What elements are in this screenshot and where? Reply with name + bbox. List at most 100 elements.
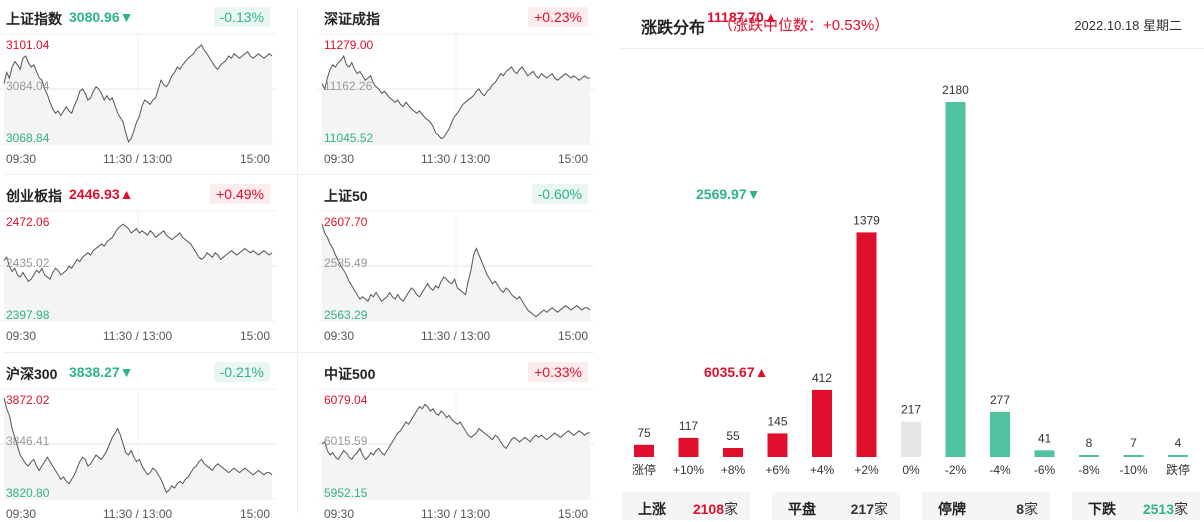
intraday-line-chart <box>318 33 594 145</box>
row-divider <box>4 352 594 353</box>
chart-high-label: 2607.70 <box>324 215 368 229</box>
chart-low-label: 3820.80 <box>6 486 50 500</box>
bar-value-label: 75 <box>637 426 651 440</box>
index-panel[interactable]: 沪深300 3838.27▼ -0.21% 3872.02 3846.41 3820.80… <box>0 355 276 522</box>
arrow-up-icon: ▲ <box>754 364 769 380</box>
category-label: -10% <box>1119 463 1147 477</box>
index-panel[interactable]: 创业板指 2446.93▲ +0.49% 2472.06 2435.02 2397.98 0… <box>0 177 276 349</box>
category-label: +2% <box>854 463 879 477</box>
time-end-label: 15:00 <box>557 152 588 166</box>
category-label: -8% <box>1078 463 1100 477</box>
chart-low-label: 2563.29 <box>324 308 368 322</box>
chart-mid-label: 11162.26 <box>324 79 373 93</box>
intraday-line-chart <box>0 388 276 500</box>
price-area <box>322 56 590 144</box>
category-label: 跌停 <box>1166 462 1190 477</box>
category-label: 涨停 <box>632 462 656 477</box>
stat-label: 平盘 <box>788 501 816 517</box>
chart-mid-label: 3084.04 <box>6 79 50 93</box>
category-label: -6% <box>1034 463 1056 477</box>
price-line <box>3 397 273 494</box>
bar <box>634 444 654 457</box>
index-name: 沪深300 <box>6 366 58 382</box>
chart-high-label: 3101.04 <box>6 38 50 52</box>
index-panel[interactable]: 深证成指 11187.70▲ +0.23% 11279.00 11162.26 11045… <box>318 0 778 172</box>
index-value-number: 6035.67 <box>704 364 755 380</box>
bar-value-label: 412 <box>812 371 832 385</box>
stat-item: 停牌 8家 <box>922 492 1050 520</box>
bar-value-label: 55 <box>726 429 740 443</box>
stat-count: 8 <box>1016 501 1024 517</box>
stat-unit: 家 <box>724 501 738 517</box>
stat-label: 停牌 <box>938 501 966 517</box>
chart-high-label: 2472.06 <box>6 215 50 229</box>
bar-value-label: 1379 <box>853 213 880 227</box>
time-end-label: 15:00 <box>239 152 270 166</box>
bar-value-label: 217 <box>901 403 921 417</box>
index-change-badge: +0.49% <box>210 184 270 204</box>
price-line <box>321 403 590 461</box>
bar-value-label: 4 <box>1175 436 1182 450</box>
time-midday-label: 11:30 / 13:00 <box>421 152 491 166</box>
stat-count: 2108 <box>692 501 724 517</box>
index-value-number: 3838.27 <box>69 364 120 380</box>
stat-item: 上涨 2108家 <box>622 492 750 520</box>
index-change-badge: -0.60% <box>531 184 588 204</box>
arrow-down-icon: ▼ <box>746 186 761 202</box>
bar-value-label: 117 <box>679 419 698 433</box>
bar <box>812 389 832 457</box>
stat-value: 8家 <box>1016 499 1038 519</box>
row-divider <box>4 174 594 175</box>
arrow-down-icon: ▼ <box>119 364 134 380</box>
time-midday-label: 11:30 / 13:00 <box>421 507 491 521</box>
arrow-down-icon: ▼ <box>119 9 134 25</box>
bar <box>723 448 743 457</box>
chart-mid-label: 2585.49 <box>324 256 368 270</box>
bar-value-label: 277 <box>990 393 1010 407</box>
index-value: 2569.97▼ <box>696 186 760 202</box>
stat-item: 平盘 217家 <box>772 492 900 520</box>
index-change-badge: +0.33% <box>528 362 588 382</box>
index-name: 深证成指 <box>324 11 380 27</box>
chart-low-label: 2397.98 <box>6 308 50 322</box>
header-divider <box>620 48 1204 49</box>
index-panel[interactable]: 上证指数 3080.96▼ -0.13% 3101.04 3084.04 3068.84 0… <box>0 0 276 172</box>
stat-value: 217家 <box>851 499 888 519</box>
stat-label: 下跌 <box>1088 501 1116 517</box>
index-value: 2446.93▲ <box>69 186 133 202</box>
column-divider <box>297 8 298 513</box>
distribution-title: 涨跌分布 <box>641 20 706 37</box>
stat-item: 下跌 2513家 <box>1072 492 1200 520</box>
category-label: -2% <box>945 463 967 477</box>
time-midday-label: 11:30 / 13:00 <box>103 329 173 343</box>
stat-count: 2513 <box>1142 501 1174 517</box>
price-line <box>3 223 273 283</box>
index-header: 深证成指 11187.70▲ +0.23% <box>318 0 778 28</box>
time-end-label: 15:00 <box>239 329 270 343</box>
index-value: 3838.27▼ <box>69 364 133 380</box>
time-start-label: 09:30 <box>6 329 37 343</box>
price-line <box>321 54 590 140</box>
bar <box>767 433 788 457</box>
stat-count: 217 <box>850 501 874 517</box>
category-label: 0% <box>902 463 920 477</box>
price-area <box>4 45 272 144</box>
stat-label: 上涨 <box>638 501 666 517</box>
time-start-label: 09:30 <box>6 507 37 521</box>
intraday-line-chart <box>0 210 276 322</box>
bar-value-label: 145 <box>767 414 787 428</box>
time-start-label: 09:30 <box>324 152 355 166</box>
index-panel[interactable]: 中证500 6035.67▲ +0.33% 6079.04 6015.59 5952.15… <box>318 355 768 522</box>
time-start-label: 09:30 <box>324 507 355 521</box>
index-header: 创业板指 2446.93▲ +0.49% <box>0 177 276 205</box>
index-panel[interactable]: 上证50 2569.97▼ -0.60% 2607.70 2585.49 2563.29 0… <box>318 177 760 349</box>
distribution-bar-chart: 75 涨停 117 +10% 55 +8% 145 +6% 412 +4% 1379 +2% 217 0%… <box>632 83 1190 477</box>
bar <box>1168 455 1188 457</box>
time-end-label: 15:00 <box>239 507 270 521</box>
index-value: 3080.96▼ <box>69 9 133 25</box>
price-area <box>4 397 272 499</box>
chart-mid-label: 2435.02 <box>6 256 50 270</box>
index-header: 沪深300 3838.27▼ -0.21% <box>0 355 276 383</box>
time-start-label: 09:30 <box>324 329 355 343</box>
stat-unit: 家 <box>1174 501 1188 517</box>
